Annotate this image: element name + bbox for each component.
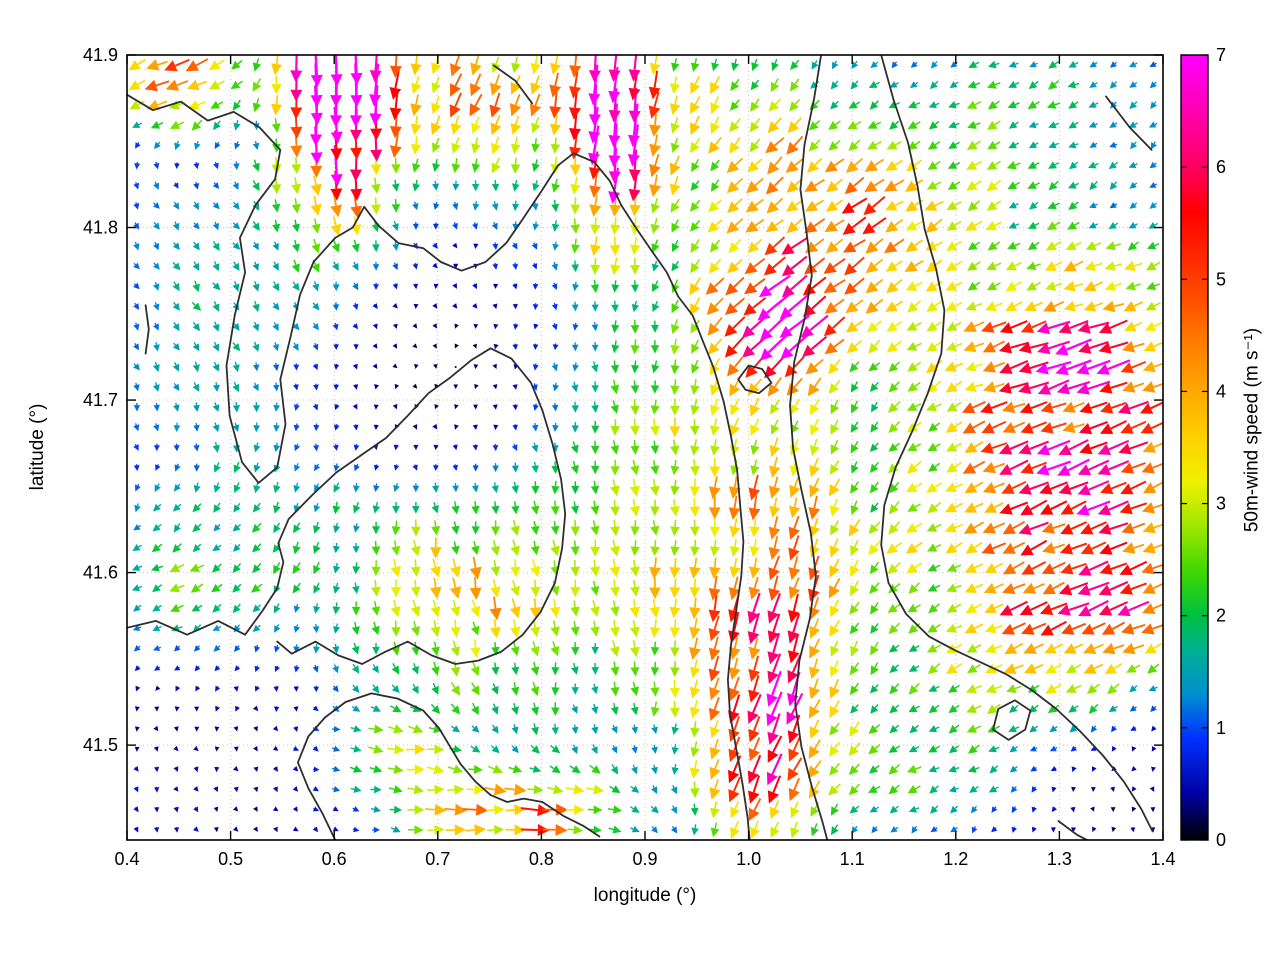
arrow-field: [128, 55, 1163, 839]
contour-lines: [127, 55, 1154, 840]
x-tick-label: 0.8: [529, 849, 554, 869]
x-tick-label: 1.0: [736, 849, 761, 869]
colorbar-tick-label: 4: [1216, 381, 1226, 401]
y-tick-label: 41.5: [83, 735, 118, 755]
y-tick-label: 41.9: [83, 45, 118, 65]
colorbar-tick-label: 0: [1216, 830, 1226, 850]
x-tick-label: 1.4: [1150, 849, 1175, 869]
x-tick-label: 0.4: [114, 849, 139, 869]
y-tick-label: 41.8: [83, 218, 118, 238]
y-tick-label: 41.7: [83, 390, 118, 410]
colorbar-tick-label: 6: [1216, 157, 1226, 177]
x-tick-label: 0.7: [425, 849, 450, 869]
colorbar-label: 50m-wind speed (m s⁻¹): [1241, 327, 1263, 533]
axis-ticks: 0.4 0.5 0.6 0.7 0.8 0.9 1.0 1.1 1.2 1.3 1.4 41.5 41.…: [83, 45, 1176, 869]
x-tick-label: 1.1: [840, 849, 865, 869]
x-tick-label: 0.5: [218, 849, 243, 869]
colorbar-tick-label: 7: [1216, 45, 1226, 65]
x-tick-label: 0.9: [632, 849, 657, 869]
x-axis-label: longitude (°): [593, 885, 697, 906]
x-tick-label: 0.6: [322, 849, 347, 869]
colorbar-tick-label: 5: [1216, 269, 1226, 289]
colorbar-tick-label: 1: [1216, 718, 1226, 738]
x-tick-label: 1.2: [943, 849, 968, 869]
colorbar-tick-label: 3: [1216, 494, 1226, 514]
y-axis-label: latitude (°): [27, 403, 48, 491]
y-tick-label: 41.6: [83, 563, 118, 583]
colorbar-tick-label: 2: [1216, 606, 1226, 626]
colorbar: 0 1 2 3 4 5 6 7: [1180, 45, 1226, 850]
x-tick-label: 1.3: [1047, 849, 1072, 869]
